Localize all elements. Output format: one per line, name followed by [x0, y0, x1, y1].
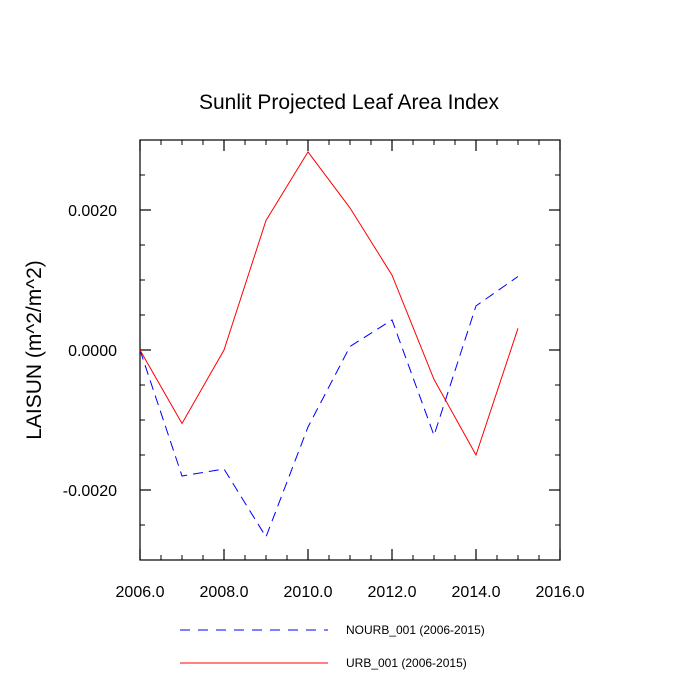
axis-tick-labels: 2006.0 2008.0 2010.0 2012.0 2014.0 2016.0 0.00…: [63, 203, 585, 601]
x-tick-label: 2014.0: [452, 584, 501, 601]
x-tick-label: 2012.0: [368, 584, 417, 601]
y-tick-label: -0.0020: [63, 483, 117, 500]
y-axis-label: LAISUN (m^2/m^2): [23, 260, 46, 440]
axis-ticks: [139, 139, 561, 561]
x-tick-label: 2006.0: [116, 584, 165, 601]
x-tick-label: 2010.0: [284, 584, 333, 601]
legend-label: NOURB_001 (2006-2015): [346, 623, 485, 637]
plot-frame: [139, 139, 561, 561]
series-lines: [139, 151, 519, 539]
series-line-nourb: [139, 276, 519, 539]
legend-label: URB_001 (2006-2015): [346, 656, 467, 670]
legend: NOURB_001 (2006-2015) URB_001 (2006-2015): [180, 623, 485, 670]
y-tick-label: 0.0020: [68, 203, 117, 220]
x-tick-label: 2016.0: [536, 584, 585, 601]
x-tick-label: 2008.0: [200, 584, 249, 601]
chart-title: Sunlit Projected Leaf Area Index: [199, 91, 500, 114]
y-tick-label: 0.0000: [68, 343, 117, 360]
series-line-urb: [139, 151, 519, 457]
